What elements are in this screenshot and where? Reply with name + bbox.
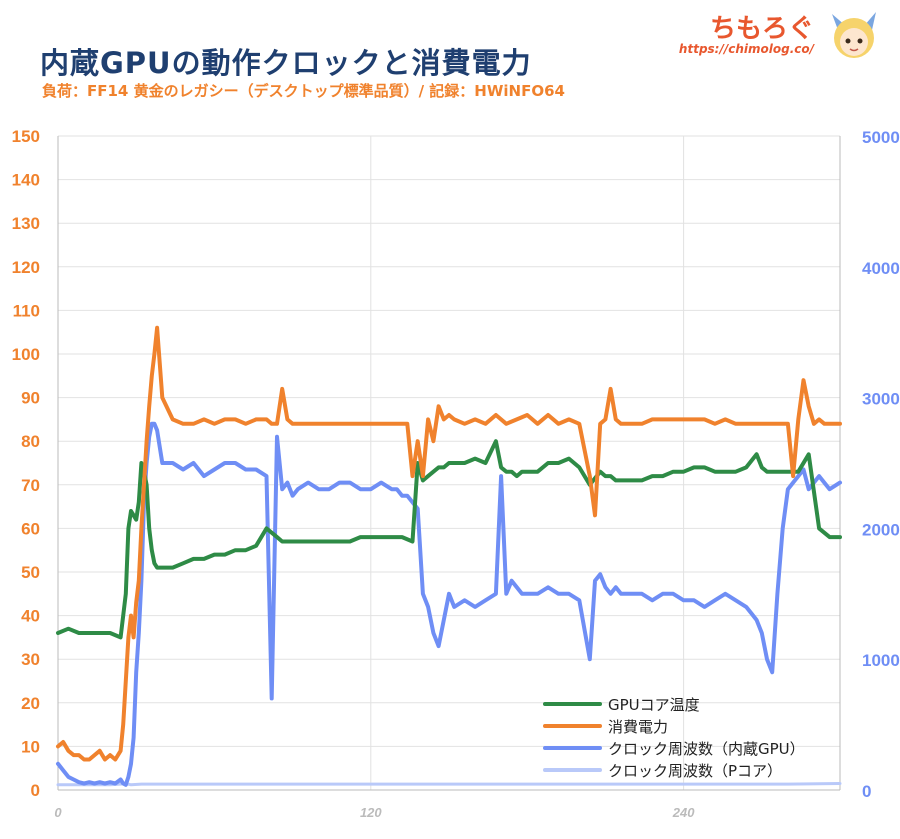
brand-url: https://chimolog.co/ — [678, 42, 814, 56]
series-line — [56, 325, 842, 762]
grid-lines — [57, 135, 840, 791]
mascot-icon — [832, 12, 876, 58]
left-tick-label: 110 — [13, 301, 40, 320]
left-tick-label: 10 — [21, 737, 40, 756]
right-tick-label: 4000 — [862, 259, 900, 278]
left-tick-label: 60 — [21, 519, 40, 538]
right-tick-label: 2000 — [862, 520, 900, 539]
x-axis-ticks: 0 120 240 — [54, 805, 695, 820]
series-line — [56, 782, 842, 787]
left-tick-label: 70 — [21, 476, 40, 495]
left-tick-label: 100 — [12, 345, 40, 364]
series-lines — [56, 325, 842, 787]
left-tick-label: 30 — [21, 650, 40, 669]
plot-frame — [57, 136, 841, 791]
brand-logo: ちもろぐ https://chimolog.co/ — [674, 6, 884, 62]
x-tick-label: 240 — [672, 805, 695, 820]
series-line — [56, 421, 842, 787]
legend-label: クロック周波数（Pコア） — [608, 762, 782, 780]
page-subtitle: 負荷：FF14 黄金のレガシー（デスクトップ標準品質）/ 記録：HWiNFO64 — [42, 82, 565, 100]
brand-name: ちもろぐ — [709, 14, 814, 44]
right-axis-ticks: 0 1000 2000 3000 4000 5000 — [862, 128, 900, 801]
x-tick-label: 0 — [54, 805, 62, 820]
left-tick-label: 20 — [21, 694, 40, 713]
left-tick-label: 0 — [31, 781, 40, 800]
left-tick-label: 140 — [12, 171, 40, 190]
left-axis-ticks: 0 10 20 30 40 50 60 70 80 90 100 110 120 130 140 150 — [12, 127, 40, 800]
legend-label: 消費電力 — [608, 718, 668, 736]
left-tick-label: 80 — [21, 432, 40, 451]
x-tick-label: 120 — [360, 805, 382, 820]
right-tick-label: 0 — [862, 782, 871, 801]
left-tick-label: 40 — [21, 607, 40, 626]
left-tick-label: 120 — [12, 258, 40, 277]
left-tick-label: 130 — [12, 214, 40, 233]
right-tick-label: 1000 — [862, 651, 900, 670]
legend-label: GPUコア温度 — [608, 696, 700, 714]
left-tick-label: 150 — [12, 127, 40, 146]
legend-label: クロック周波数（内蔵GPU） — [608, 740, 805, 758]
series-line — [56, 439, 842, 640]
right-tick-label: 3000 — [862, 390, 900, 409]
left-tick-label: 50 — [21, 563, 40, 582]
page-title: 内蔵GPUの動作クロックと消費電力 — [40, 46, 532, 80]
left-tick-label: 90 — [21, 389, 40, 408]
right-tick-label: 5000 — [862, 128, 900, 147]
